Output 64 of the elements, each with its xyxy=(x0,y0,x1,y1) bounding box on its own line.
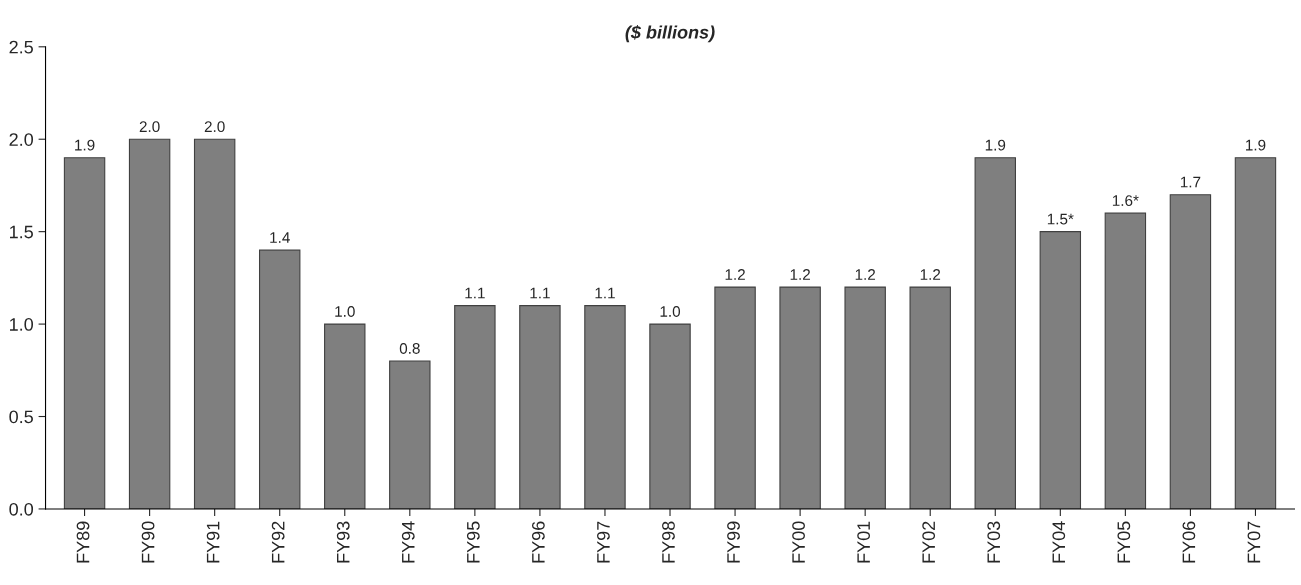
bar xyxy=(1104,212,1147,509)
bar xyxy=(974,157,1016,509)
data-label: 1.1 xyxy=(530,287,550,299)
data-label: 1.5* xyxy=(1047,213,1074,225)
data-label: 1.2 xyxy=(790,269,810,280)
x-tick-label: FY00 xyxy=(792,521,805,563)
x-tick-label: FY02 xyxy=(922,521,936,563)
data-label: 1.0 xyxy=(335,306,355,317)
bar xyxy=(1039,231,1082,509)
x-tick-label: FY97 xyxy=(597,521,610,563)
x-tick-label: FY99 xyxy=(727,521,740,563)
bar xyxy=(128,138,171,509)
data-label: 1.9 xyxy=(75,139,95,151)
x-tick-label: FY93 xyxy=(336,521,350,563)
y-tick-label: 2.5 xyxy=(9,40,33,54)
bar xyxy=(324,323,366,509)
x-tick-label: FY04 xyxy=(1052,521,1066,563)
y-tick-label: 1.0 xyxy=(10,318,34,331)
chart-title: ($ billions) xyxy=(625,25,715,43)
x-tick-label: FY90 xyxy=(141,521,155,563)
y-tick-label: 0.5 xyxy=(9,410,33,424)
bar xyxy=(584,305,626,509)
data-label: 1.7 xyxy=(1180,176,1201,188)
x-tick-label: FY98 xyxy=(662,521,675,563)
data-label: 1.9 xyxy=(1246,139,1266,151)
data-label: 1.6* xyxy=(1112,195,1139,206)
x-tick-label: FY89 xyxy=(76,521,90,563)
bar xyxy=(519,305,561,509)
data-label: 2.0 xyxy=(204,121,225,133)
data-label: 1.2 xyxy=(855,269,876,280)
bar xyxy=(389,360,431,509)
x-tick-label: FY92 xyxy=(271,521,285,563)
data-label: 1.1 xyxy=(465,287,485,299)
data-label: 1.1 xyxy=(595,287,615,299)
data-label: 1.4 xyxy=(270,232,290,243)
bar xyxy=(454,305,496,509)
data-label: 1.2 xyxy=(725,269,745,280)
data-label: 1.0 xyxy=(660,306,681,317)
x-tick-label: FY95 xyxy=(466,521,480,563)
bar xyxy=(63,157,106,509)
bar xyxy=(649,323,691,509)
x-tick-label: FY94 xyxy=(401,521,415,563)
y-tick-label: 2.0 xyxy=(9,133,34,146)
x-tick-label: FY03 xyxy=(987,521,1001,563)
bar xyxy=(1234,157,1277,509)
y-tick-label: 0.0 xyxy=(9,502,34,516)
bar xyxy=(258,249,301,509)
bar xyxy=(714,286,756,509)
data-label: 2.0 xyxy=(139,121,160,133)
data-label: 1.2 xyxy=(920,269,941,280)
x-tick-label: FY06 xyxy=(1182,521,1196,563)
x-tick-label: FY91 xyxy=(206,521,220,563)
bar xyxy=(844,286,886,509)
x-tick-label: FY01 xyxy=(857,521,871,563)
bar xyxy=(779,286,821,509)
x-tick-label: FY07 xyxy=(1247,521,1261,563)
x-tick-label: FY96 xyxy=(531,521,545,563)
data-label: 0.8 xyxy=(399,343,420,354)
data-label: 1.9 xyxy=(985,139,1006,151)
y-tick-label: 1.5 xyxy=(10,225,33,239)
bar xyxy=(1169,194,1212,509)
bar xyxy=(193,138,236,509)
x-tick-label: FY05 xyxy=(1117,521,1131,563)
bar xyxy=(909,286,951,509)
